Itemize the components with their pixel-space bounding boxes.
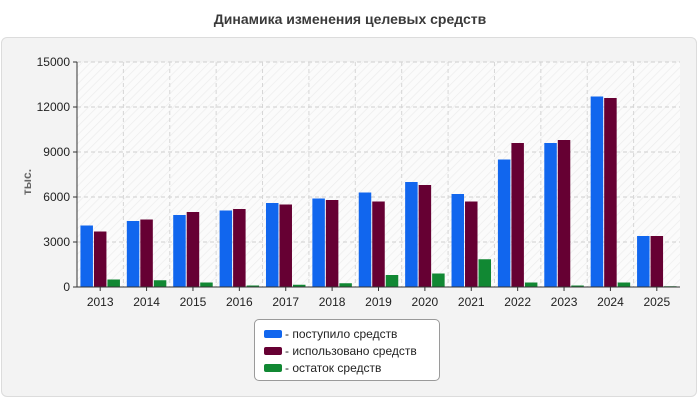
bar-2015-series-1 bbox=[186, 212, 200, 287]
bar-2020-series-1 bbox=[418, 185, 432, 287]
bar-2021-series-0 bbox=[451, 194, 465, 287]
bar-2022-series-2 bbox=[524, 282, 538, 287]
bar-2016-series-0 bbox=[219, 210, 233, 287]
bar-2013-series-1 bbox=[93, 231, 107, 287]
bar-2019-series-1 bbox=[372, 201, 385, 287]
y-tick-label: 3000 bbox=[43, 235, 70, 249]
bar-2014-series-0 bbox=[126, 221, 140, 287]
bar-2025-series-0 bbox=[637, 236, 650, 287]
chart-legend: - поступило средств - использовано средс… bbox=[254, 319, 440, 381]
bar-2018-series-2 bbox=[339, 283, 352, 287]
bar-2024-series-1 bbox=[604, 98, 617, 287]
bar-2025-series-1 bbox=[650, 236, 664, 287]
x-tick-label: 2023 bbox=[551, 295, 578, 309]
y-tick-label: 6000 bbox=[43, 190, 70, 204]
x-tick-label: 2015 bbox=[180, 295, 207, 309]
x-tick-label: 2014 bbox=[133, 295, 160, 309]
x-tick-label: 2022 bbox=[504, 295, 531, 309]
bar-2023-series-1 bbox=[557, 140, 571, 287]
legend-item-received: - поступило средств bbox=[264, 325, 439, 342]
bar-2024-series-2 bbox=[617, 282, 631, 287]
legend-swatch-balance bbox=[264, 363, 282, 372]
bar-2017-series-0 bbox=[265, 203, 279, 287]
chart-title: Динамика изменения целевых средств bbox=[213, 11, 487, 27]
x-tick-label: 2021 bbox=[458, 295, 485, 309]
bar-2022-series-0 bbox=[497, 159, 511, 287]
x-tick-label: 2024 bbox=[597, 295, 624, 309]
bar-2017-series-1 bbox=[279, 204, 292, 287]
bar-2016-series-2 bbox=[246, 285, 260, 287]
bar-2023-series-0 bbox=[544, 143, 557, 287]
bar-2013-series-0 bbox=[80, 225, 93, 287]
bar-2019-series-2 bbox=[385, 275, 399, 287]
bar-2014-series-1 bbox=[140, 219, 153, 287]
bar-2020-series-2 bbox=[432, 273, 445, 287]
x-tick-label: 2025 bbox=[643, 295, 670, 309]
x-tick-label: 2016 bbox=[226, 295, 253, 309]
x-tick-label: 2013 bbox=[87, 295, 114, 309]
legend-label-used: - использовано средств bbox=[285, 343, 417, 358]
bar-2022-series-1 bbox=[511, 143, 524, 287]
bar-2023-series-2 bbox=[571, 285, 584, 287]
x-tick-label: 2020 bbox=[412, 295, 439, 309]
legend-swatch-used bbox=[264, 346, 282, 355]
bar-2018-series-0 bbox=[312, 198, 325, 287]
legend-item-used: - использовано средств bbox=[264, 342, 439, 359]
bar-2017-series-2 bbox=[292, 284, 306, 287]
legend-label-balance: - остаток средств bbox=[285, 360, 382, 375]
y-tick-label: 12000 bbox=[37, 100, 71, 114]
legend-swatch-received bbox=[264, 329, 282, 338]
bar-2018-series-1 bbox=[325, 200, 339, 287]
bar-2016-series-1 bbox=[233, 209, 246, 287]
x-tick-label: 2017 bbox=[272, 295, 299, 309]
bar-2013-series-2 bbox=[107, 279, 120, 287]
bar-2019-series-0 bbox=[358, 192, 372, 287]
bar-2021-series-2 bbox=[478, 259, 492, 287]
x-tick-label: 2018 bbox=[319, 295, 346, 309]
legend-item-balance: - остаток средств bbox=[264, 359, 439, 376]
bar-2015-series-0 bbox=[173, 215, 186, 287]
bar-2015-series-2 bbox=[200, 282, 213, 287]
legend-label-received: - поступило средств bbox=[285, 326, 398, 341]
bar-2020-series-0 bbox=[405, 182, 418, 287]
bar-2024-series-0 bbox=[590, 96, 604, 287]
bar-2014-series-2 bbox=[153, 280, 167, 287]
y-tick-label: 0 bbox=[63, 280, 70, 294]
y-tick-label: 15000 bbox=[37, 55, 71, 69]
x-tick-label: 2019 bbox=[365, 295, 392, 309]
y-tick-label: 9000 bbox=[43, 145, 70, 159]
bar-2021-series-1 bbox=[465, 201, 478, 287]
